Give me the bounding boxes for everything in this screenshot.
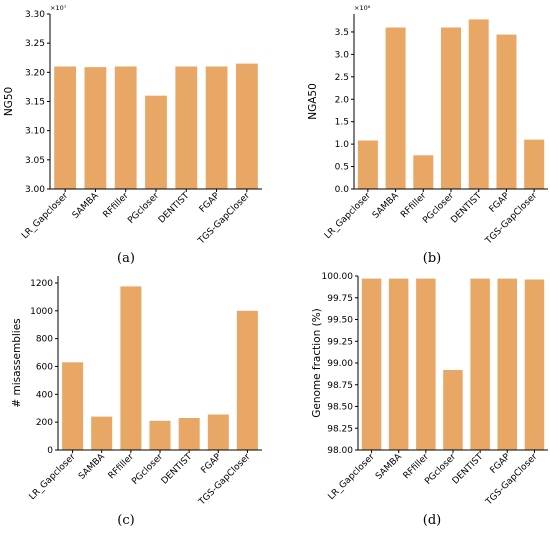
y-tick-label: 3.20 bbox=[25, 68, 45, 78]
y-tick-label: 98.25 bbox=[327, 424, 353, 434]
bar bbox=[149, 420, 171, 450]
panel-caption: (d) bbox=[423, 513, 441, 528]
bar bbox=[205, 66, 228, 189]
x-tick-label: SAMBA bbox=[71, 190, 101, 220]
x-tick-label: FGAP bbox=[200, 452, 224, 476]
bar bbox=[524, 139, 545, 189]
y-tick-label: 99.00 bbox=[327, 359, 353, 369]
x-tick-label: DENTIST bbox=[157, 191, 192, 226]
y-tick-label: 2.0 bbox=[335, 95, 350, 105]
bar bbox=[62, 362, 84, 450]
y-axis-label: NG50 bbox=[3, 87, 15, 116]
bar bbox=[497, 278, 517, 450]
x-tick-label: LR_Gapcloser bbox=[327, 452, 377, 502]
x-tick-label: FGAP bbox=[198, 191, 222, 215]
x-tick-label: PGcloser bbox=[130, 452, 165, 487]
bar bbox=[145, 95, 167, 189]
bar bbox=[470, 278, 490, 450]
y-tick-label: 99.50 bbox=[327, 316, 353, 326]
bar bbox=[175, 66, 198, 189]
y-tick-label: 3.25 bbox=[25, 39, 45, 49]
x-tick-label: LR_Gapcloser bbox=[323, 191, 373, 241]
y-tick-label: 0.0 bbox=[335, 185, 350, 195]
x-tick-label: DENTIST bbox=[160, 452, 195, 487]
y-tick-label: 3.00 bbox=[25, 185, 45, 195]
bar bbox=[236, 63, 258, 189]
x-tick-label: SAMBA bbox=[374, 451, 404, 481]
y-tick-label: 1000 bbox=[30, 307, 53, 317]
scale-multiplier: ×10⁷ bbox=[50, 4, 67, 12]
y-tick-label: 400 bbox=[36, 390, 53, 400]
x-tick-label: TGS-GapCloser bbox=[483, 191, 539, 247]
y-tick-label: 98.00 bbox=[327, 446, 353, 456]
x-tick-label: TGS-GapCloser bbox=[484, 452, 540, 508]
x-tick-label: LR_Gapcloser bbox=[20, 191, 70, 241]
bar bbox=[385, 27, 406, 189]
y-tick-label: 3.05 bbox=[25, 156, 45, 166]
y-axis-label: # misassemblies bbox=[11, 318, 23, 407]
y-tick-label: 98.50 bbox=[327, 403, 353, 413]
bar bbox=[84, 67, 107, 189]
y-tick-label: 1.0 bbox=[335, 140, 350, 150]
bar bbox=[178, 418, 200, 450]
bar bbox=[120, 286, 142, 450]
x-tick-label: DENTIST bbox=[449, 191, 484, 226]
x-tick-label: RFfiller bbox=[102, 191, 131, 220]
bar bbox=[441, 27, 461, 189]
x-tick-label: PGcloser bbox=[126, 191, 161, 226]
bar bbox=[524, 279, 545, 450]
bar bbox=[361, 278, 382, 450]
y-tick-label: 98.75 bbox=[327, 381, 353, 391]
y-tick-label: 3.30 bbox=[25, 10, 45, 20]
y-axis-label: NGA50 bbox=[307, 83, 319, 120]
bar bbox=[443, 370, 463, 450]
bar bbox=[416, 278, 436, 450]
y-tick-label: 3.5 bbox=[335, 28, 349, 38]
bar bbox=[413, 155, 434, 189]
y-tick-label: 3.10 bbox=[25, 127, 45, 137]
y-tick-label: 0.5 bbox=[335, 163, 349, 173]
bar bbox=[236, 310, 258, 450]
bar bbox=[357, 140, 378, 189]
y-tick-label: 0 bbox=[47, 446, 53, 456]
bar bbox=[388, 278, 409, 450]
x-tick-label: SAMBA bbox=[77, 451, 107, 481]
x-tick-label: FGAP bbox=[489, 452, 513, 476]
y-tick-label: 3.15 bbox=[25, 98, 45, 108]
y-axis-label: Genome fraction (%) bbox=[311, 308, 323, 418]
x-tick-label: TGS-GapCloser bbox=[197, 452, 253, 508]
x-tick-label: LR_Gapcloser bbox=[28, 452, 78, 502]
y-tick-label: 600 bbox=[36, 362, 53, 372]
scale-multiplier: ×10⁶ bbox=[354, 4, 371, 12]
panel-caption: (a) bbox=[117, 251, 135, 266]
y-tick-label: 2.5 bbox=[335, 73, 349, 83]
y-tick-label: 1200 bbox=[30, 279, 53, 289]
bar bbox=[207, 414, 229, 450]
bar bbox=[468, 19, 489, 190]
bar bbox=[54, 66, 76, 189]
x-tick-label: FGAP bbox=[488, 191, 512, 215]
x-tick-label: TGS-GapCloser bbox=[196, 191, 252, 247]
bar bbox=[496, 34, 517, 189]
y-tick-label: 99.25 bbox=[327, 337, 353, 347]
y-tick-label: 100.00 bbox=[322, 272, 354, 282]
bar bbox=[91, 416, 113, 450]
y-tick-label: 200 bbox=[36, 418, 53, 428]
y-tick-label: 800 bbox=[36, 335, 53, 345]
x-tick-label: DENTIST bbox=[451, 452, 486, 487]
x-tick-label: RFfiller bbox=[107, 452, 136, 481]
panel-caption: (b) bbox=[423, 251, 441, 266]
bar bbox=[114, 66, 137, 189]
x-tick-label: SAMBA bbox=[371, 190, 401, 220]
y-tick-label: 3.0 bbox=[335, 50, 350, 60]
y-tick-label: 99.75 bbox=[327, 294, 353, 304]
y-tick-label: 1.5 bbox=[335, 118, 349, 128]
panel-caption: (c) bbox=[117, 513, 134, 528]
